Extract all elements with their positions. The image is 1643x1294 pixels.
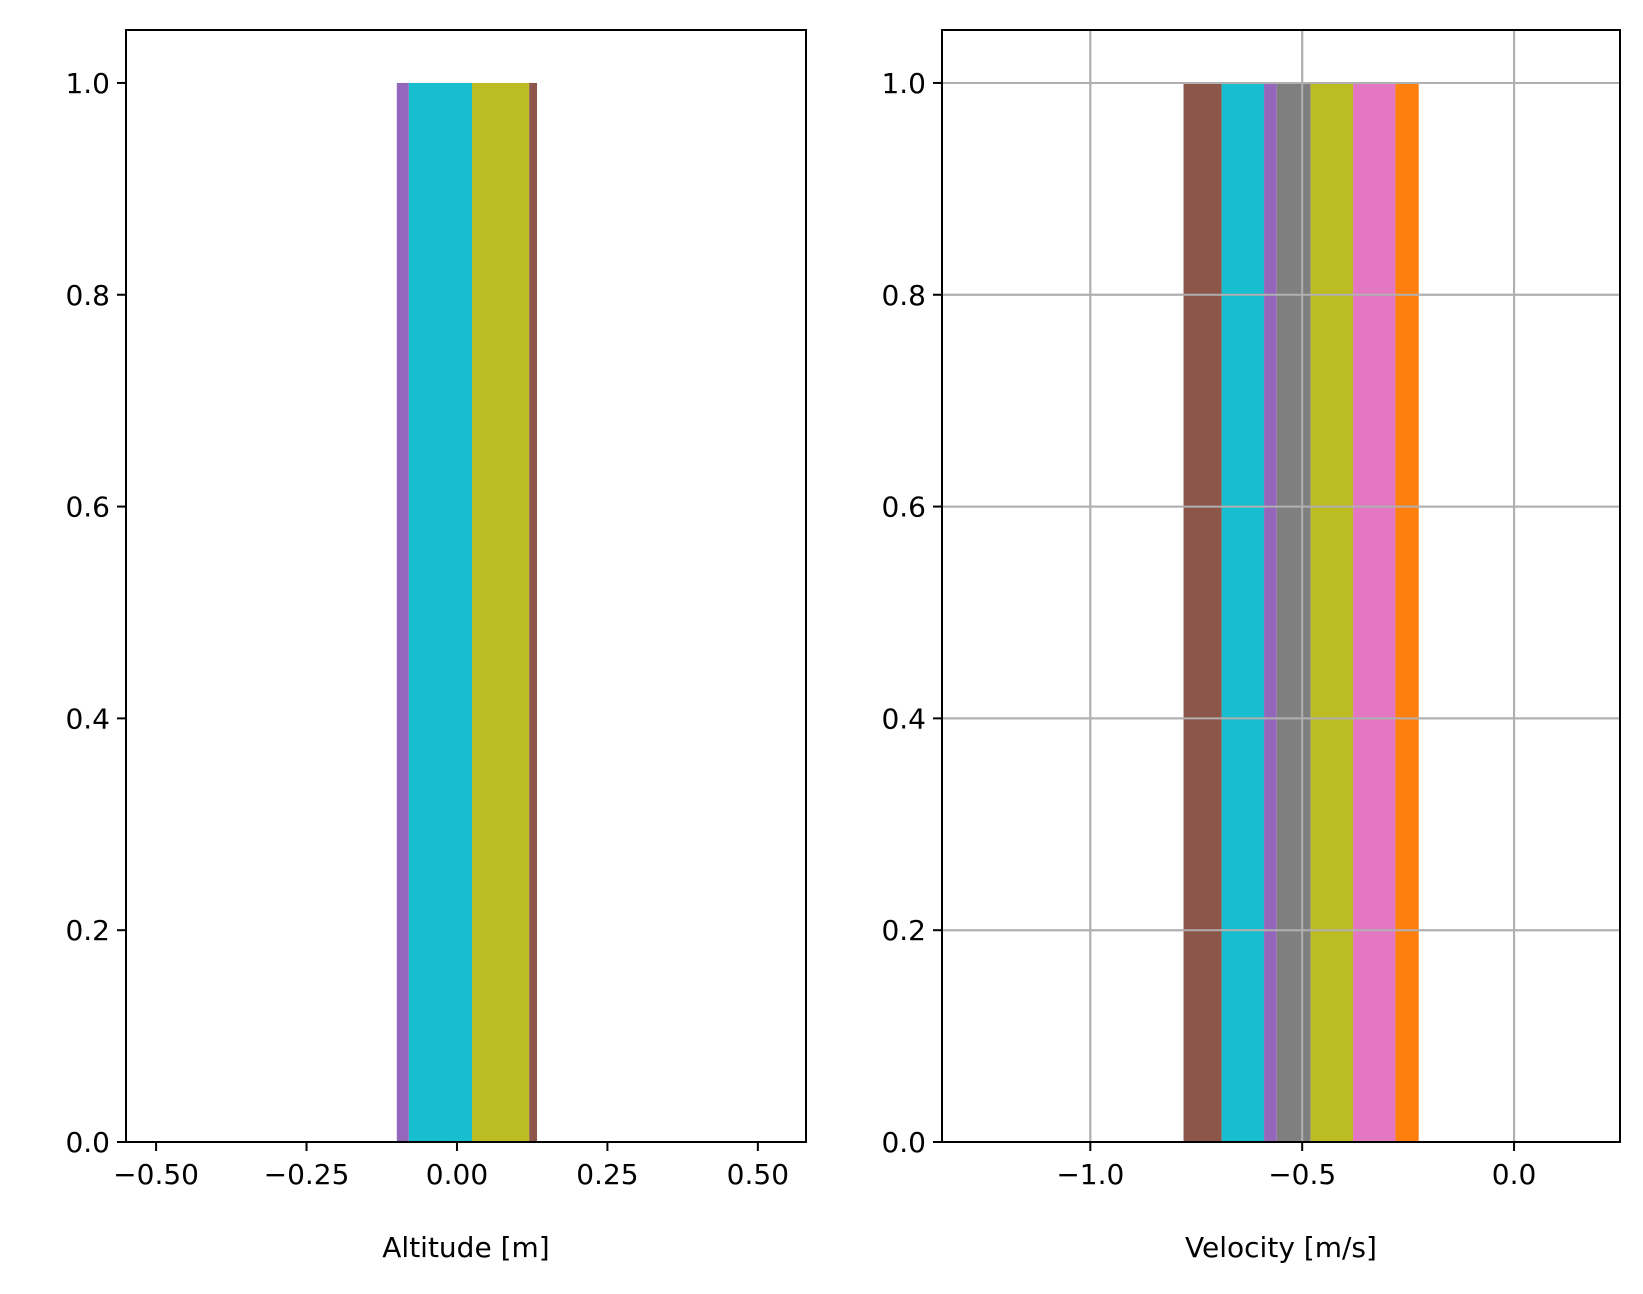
- velocity-bar-5: [1353, 82, 1396, 1142]
- altitude-ytick-label-1: 0.2: [65, 914, 110, 947]
- velocity-xtick-label-1: −0.5: [1268, 1158, 1336, 1191]
- altitude-xtick-label-1: −0.25: [264, 1158, 350, 1191]
- velocity-ytick-label-1: 0.2: [881, 914, 926, 947]
- altitude-subplot: −0.50 −0.25 0.00 0.25 0.50 0.0 0.2 0.4 0.6 0.8 1.0…: [65, 29, 807, 1264]
- altitude-ytick-label-0: 0.0: [65, 1126, 110, 1159]
- altitude-ytick-label-5: 1.0: [65, 67, 110, 100]
- altitude-axes-frame: [125, 29, 807, 1143]
- velocity-ytick-label-3: 0.6: [881, 491, 926, 524]
- velocity-ytick-label-2: 0.4: [881, 702, 926, 735]
- altitude-xaxis-label: Altitude [m]: [382, 1231, 549, 1264]
- velocity-ytick-label-4: 0.8: [881, 279, 926, 312]
- altitude-ytick-label-4: 0.8: [65, 279, 110, 312]
- altitude-ytick-label-3: 0.6: [65, 491, 110, 524]
- velocity-xtick-label-2: 0.0: [1492, 1158, 1537, 1191]
- altitude-xtick-label-3: 0.25: [576, 1158, 638, 1191]
- velocity-ytick-label-0: 0.0: [881, 1126, 926, 1159]
- altitude-xtick-label-4: 0.50: [727, 1158, 789, 1191]
- altitude-bar-3: [529, 82, 538, 1142]
- altitude-bar-1: [408, 82, 473, 1142]
- velocity-subplot: −1.0 −0.5 0.0 0.0 0.2 0.4 0.6 0.8 1.0 Velocity [m…: [881, 29, 1621, 1264]
- velocity-bar-1: [1221, 82, 1265, 1142]
- velocity-ytick-label-5: 1.0: [881, 67, 926, 100]
- velocity-xaxis-label: Velocity [m/s]: [1185, 1231, 1377, 1264]
- altitude-xtick-label-0: −0.50: [113, 1158, 199, 1191]
- altitude-bar-2: [472, 82, 530, 1142]
- velocity-bar-6: [1395, 82, 1419, 1142]
- altitude-ytick-label-2: 0.4: [65, 702, 110, 735]
- velocity-axes-frame: [941, 29, 1621, 1143]
- velocity-xtick-label-0: −1.0: [1056, 1158, 1124, 1191]
- velocity-bar-3: [1276, 82, 1311, 1142]
- velocity-bar-0: [1183, 82, 1222, 1142]
- altitude-bar-0: [396, 82, 409, 1142]
- velocity-bar-2: [1264, 82, 1277, 1142]
- altitude-xtick-label-2: 0.00: [426, 1158, 488, 1191]
- velocity-bar-4: [1310, 82, 1354, 1142]
